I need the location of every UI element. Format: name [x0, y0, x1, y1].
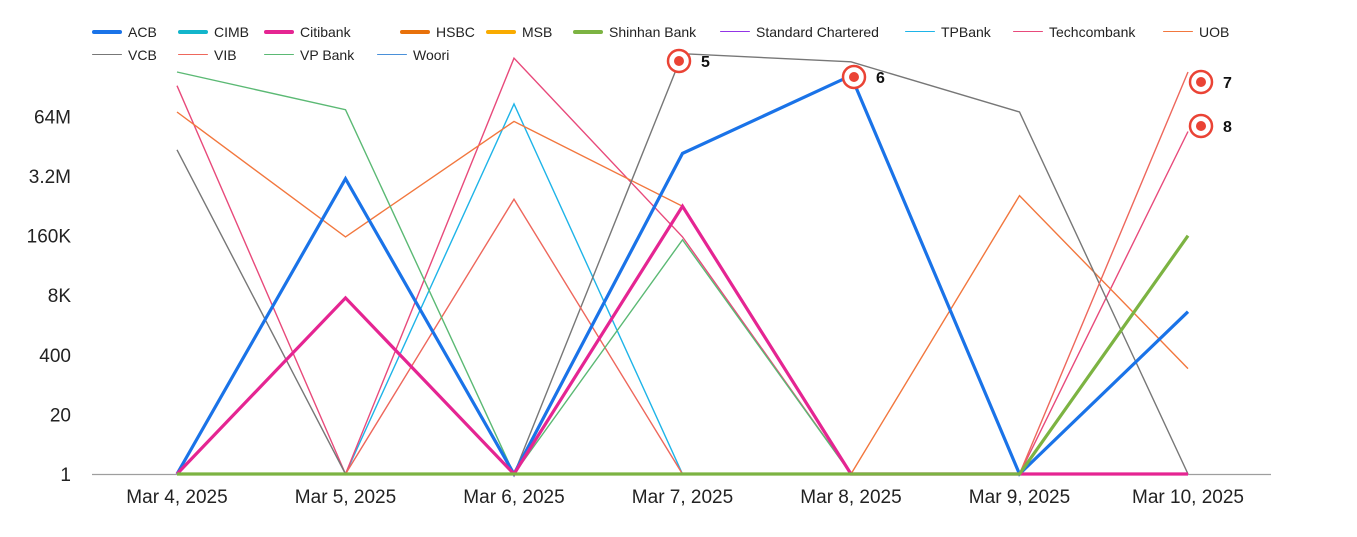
y-tick-label: 20	[50, 405, 71, 426]
legend-item-techcombank[interactable]: Techcombank	[1013, 24, 1163, 40]
legend-swatch	[264, 29, 294, 34]
legend-item-shinhan-bank[interactable]: Shinhan Bank	[573, 24, 720, 40]
legend-label: Techcombank	[1049, 23, 1136, 40]
legend-item-hsbc[interactable]: HSBC	[400, 24, 486, 40]
legend-label: VP Bank	[300, 46, 355, 63]
annotation-dot	[1196, 121, 1206, 131]
x-tick-label: Mar 7, 2025	[632, 487, 733, 508]
legend-swatch	[400, 29, 430, 34]
legend-swatch	[377, 53, 407, 56]
legend-swatch	[486, 29, 516, 34]
legend-swatch	[573, 29, 603, 34]
annotation-dot	[849, 72, 859, 82]
annotation-label: 6	[876, 70, 885, 87]
annotation-marker-8[interactable]: 8	[1188, 113, 1232, 139]
legend-item-vcb[interactable]: VCB	[92, 47, 178, 63]
legend-label: ACB	[128, 23, 157, 40]
series-line-tpbank	[177, 102, 1188, 475]
y-tick-label: 3.2M	[29, 167, 71, 188]
x-tick-label: Mar 9, 2025	[969, 487, 1070, 508]
legend-swatch	[92, 29, 122, 34]
legend-row: ACB CIMB Citibank HSBC MSB Shinhan Bank Standa…	[92, 20, 1332, 43]
y-tick-label: 64M	[34, 107, 71, 128]
annotation-label: 5	[701, 54, 710, 71]
legend-item-woori[interactable]: Woori	[377, 47, 457, 63]
legend-swatch	[92, 53, 122, 56]
legend-label: Standard Chartered	[756, 23, 879, 40]
legend-swatch	[905, 30, 935, 33]
chart-legend: ACB CIMB Citibank HSBC MSB Shinhan Bank Standa…	[92, 20, 1332, 66]
legend-item-cimb[interactable]: CIMB	[178, 24, 264, 40]
series-line-vcb	[176, 52, 1189, 475]
series-line-techcombank	[176, 56, 1189, 476]
series-line-vp-bank	[176, 71, 1188, 476]
y-tick-label: 400	[39, 346, 71, 367]
series-line-vib	[177, 71, 1189, 475]
annotation-dot	[1196, 77, 1206, 87]
x-tick-label: Mar 8, 2025	[800, 487, 901, 508]
series-line-uob	[176, 111, 1189, 476]
y-tick-label: 1	[60, 465, 71, 486]
legend-label: Citibank	[300, 23, 351, 40]
legend-swatch	[264, 53, 294, 56]
legend-label: HSBC	[436, 23, 475, 40]
annotation-marker-7[interactable]: 7	[1188, 69, 1232, 95]
legend-item-vp-bank[interactable]: VP Bank	[264, 47, 377, 63]
legend-label: VIB	[214, 46, 237, 63]
legend-item-msb[interactable]: MSB	[486, 24, 573, 40]
legend-item-acb[interactable]: ACB	[92, 24, 178, 40]
legend-label: UOB	[1199, 23, 1230, 40]
annotation-marker-6[interactable]: 6	[841, 64, 885, 90]
legend-swatch	[720, 30, 750, 33]
legend-row: VCB VIB VP Bank Woori	[92, 43, 1332, 66]
legend-label: CIMB	[214, 23, 249, 40]
legend-swatch	[178, 29, 208, 34]
legend-label: MSB	[522, 23, 553, 40]
legend-swatch	[1013, 30, 1043, 33]
y-tick-label: 8K	[48, 286, 72, 307]
legend-label: TPBank	[941, 23, 991, 40]
series-line-shinhan-bank	[177, 234, 1190, 476]
legend-item-uob[interactable]: UOB	[1163, 24, 1243, 40]
legend-item-standard-chartered[interactable]: Standard Chartered	[720, 24, 905, 40]
y-tick-label: 160K	[27, 227, 72, 248]
x-tick-label: Mar 6, 2025	[463, 487, 564, 508]
legend-label: Woori	[413, 46, 450, 63]
legend-item-vib[interactable]: VIB	[178, 47, 264, 63]
x-tick-label: Mar 4, 2025	[126, 487, 227, 508]
legend-swatch	[178, 53, 208, 56]
series-line-acb	[175, 73, 1190, 478]
legend-item-citibank[interactable]: Citibank	[264, 24, 400, 40]
annotation-label: 8	[1223, 119, 1232, 136]
legend-swatch	[1163, 30, 1193, 33]
annotation-marker-5[interactable]: 5	[666, 48, 710, 74]
x-tick-label: Mar 5, 2025	[295, 487, 396, 508]
annotation-label: 7	[1223, 75, 1232, 92]
annotation-dot	[674, 56, 684, 66]
x-tick-label: Mar 10, 2025	[1132, 487, 1244, 508]
legend-label: VCB	[128, 46, 157, 63]
legend-item-tpbank[interactable]: TPBank	[905, 24, 1013, 40]
legend-label: Shinhan Bank	[609, 23, 697, 40]
